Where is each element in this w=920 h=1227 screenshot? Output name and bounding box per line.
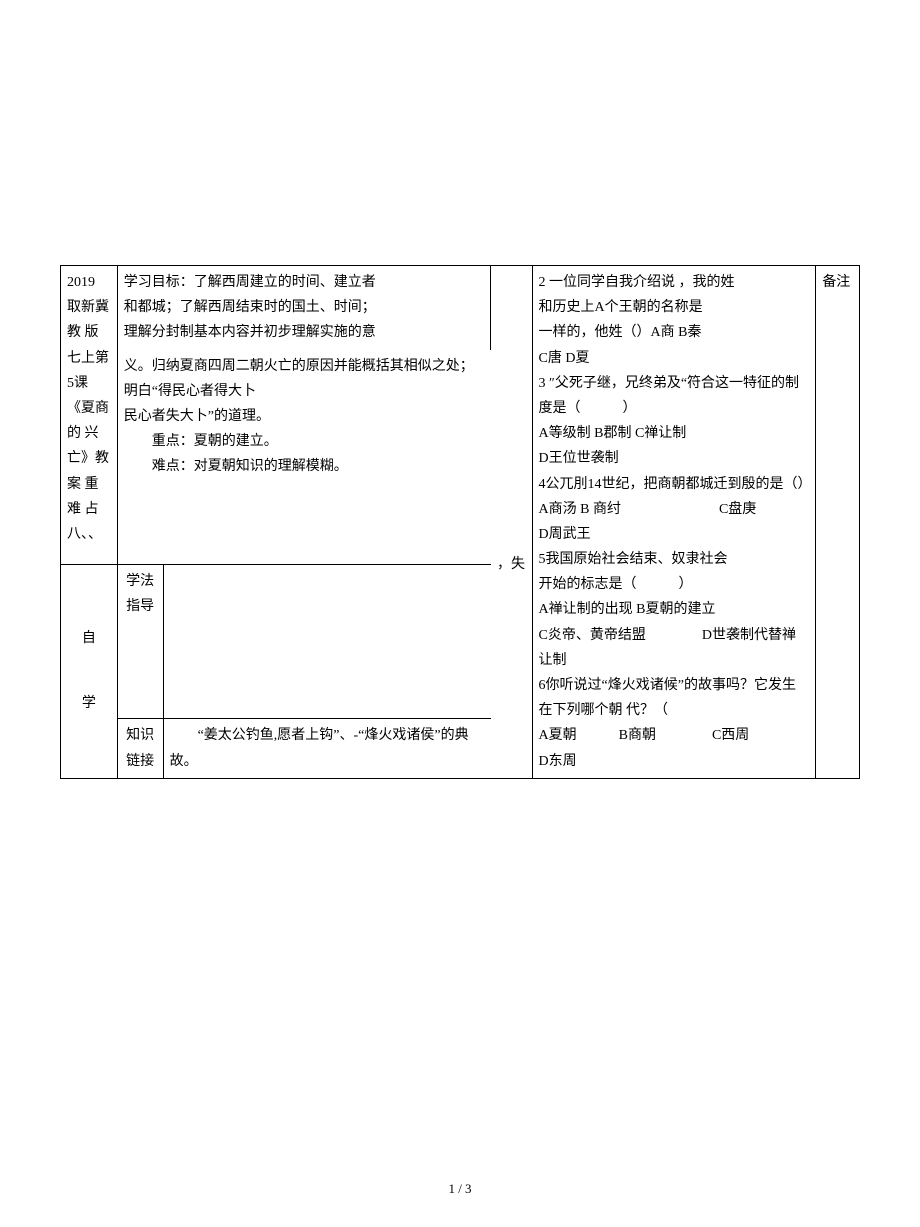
self-study-cell: 自 学 (61, 564, 118, 778)
q3-1: 3 ″父死子继，兄终弟及“符合这一特征的制度是（ ） (539, 371, 810, 421)
method-content-cell (163, 564, 490, 719)
q6-2: A夏朝 B商朝 C西周 (539, 723, 810, 748)
q2-3: 一样的，他姓（）A商 B秦 (539, 320, 810, 345)
knowledge-link-cell: 知识链接 (117, 719, 163, 778)
q2-4: C唐 D夏 (539, 346, 810, 371)
objectives-text-3: 理解分封制基本内容并初步理解实施的意 (124, 325, 376, 340)
objectives-text-1: 学习目标：了解西周建立的时间、建立者 (124, 275, 376, 290)
q2-1: 2 一位同学自我介绍说 ，我的姓 (539, 270, 810, 295)
q6-1: 6你听说过“烽火戏诸候”的故事吗？它发生在下列哪个朝 代？（ (539, 673, 810, 723)
self-study-1: 自 (82, 631, 96, 646)
q4-1: 4公兀刖14世纪，把商朝都城迁到殷的是（） (539, 472, 810, 497)
page-number: 1 / 3 (0, 1181, 920, 1197)
lesson-title-cell: 2019 取新冀教 版七上第5课《夏商的 兴亡》教案 重难 占八、、 (61, 266, 118, 565)
lesson-plan-table: 2019 取新冀教 版七上第5课《夏商的 兴亡》教案 重难 占八、、 学习目标：… (60, 265, 860, 779)
q6-3: D东周 (539, 749, 810, 774)
knowledge-content-cell: “姜太公钓鱼,愿者上钩”、-“烽火戏诸侯”的典故。 (163, 719, 490, 778)
objectives-text-4: 义。归纳夏商四周二朝火亡的原因并能概括其相似之处；明白“得民心者得大卜 (124, 359, 474, 399)
q2-2: 和历史上A个王朝的名称是 (539, 295, 810, 320)
remark-cell: 备注 (816, 266, 860, 779)
objectives-cell-bottom: 义。归纳夏商四周二朝火亡的原因并能概括其相似之处；明白“得民心者得大卜 民心者失… (117, 350, 490, 564)
q5-1: 5我国原始社会结束、奴隶社会 (539, 547, 810, 572)
q4-3: D周武王 (539, 522, 810, 547)
q4-2: A商汤 B 商纣 C盘庚 (539, 497, 810, 522)
emphasis-2: 难点：对夏朝知识的理解模糊。 (124, 454, 348, 479)
questions-cell: 2 一位同学自我介绍说 ，我的姓 和历史上A个王朝的名称是 一样的，他姓（）A商… (532, 266, 816, 779)
emphasis-1: 重点：夏朝的建立。 (124, 429, 278, 454)
objectives-text-5: 民心者失大卜”的道理。 (124, 409, 270, 424)
method-guide-cell: 学法指导 (117, 564, 163, 719)
objectives-cell-top: 学习目标：了解西周建立的时间、建立者 和都城；了解西周结束时的国土、时间； 理解… (117, 266, 490, 350)
self-study-2: 学 (82, 696, 96, 711)
objectives-text-2: 和都城；了解西周结束时的国土、时间； (124, 300, 376, 315)
shi-cell: ，失 (491, 266, 532, 779)
knowledge-text: “姜太公钓鱼,愿者上钩”、-“烽火戏诸侯”的典故。 (170, 723, 485, 773)
q5-2: 开始的标志是（ ） (539, 572, 810, 597)
q3-3: D王位世袭制 (539, 446, 810, 471)
q3-2: A等级制 B郡制 C禅让制 (539, 421, 810, 446)
q5-3: A禅让制的出现 B夏朝的建立 (539, 597, 810, 622)
q5-4: C炎帝、黄帝结盟 D世袭制代替禅让制 (539, 623, 810, 673)
